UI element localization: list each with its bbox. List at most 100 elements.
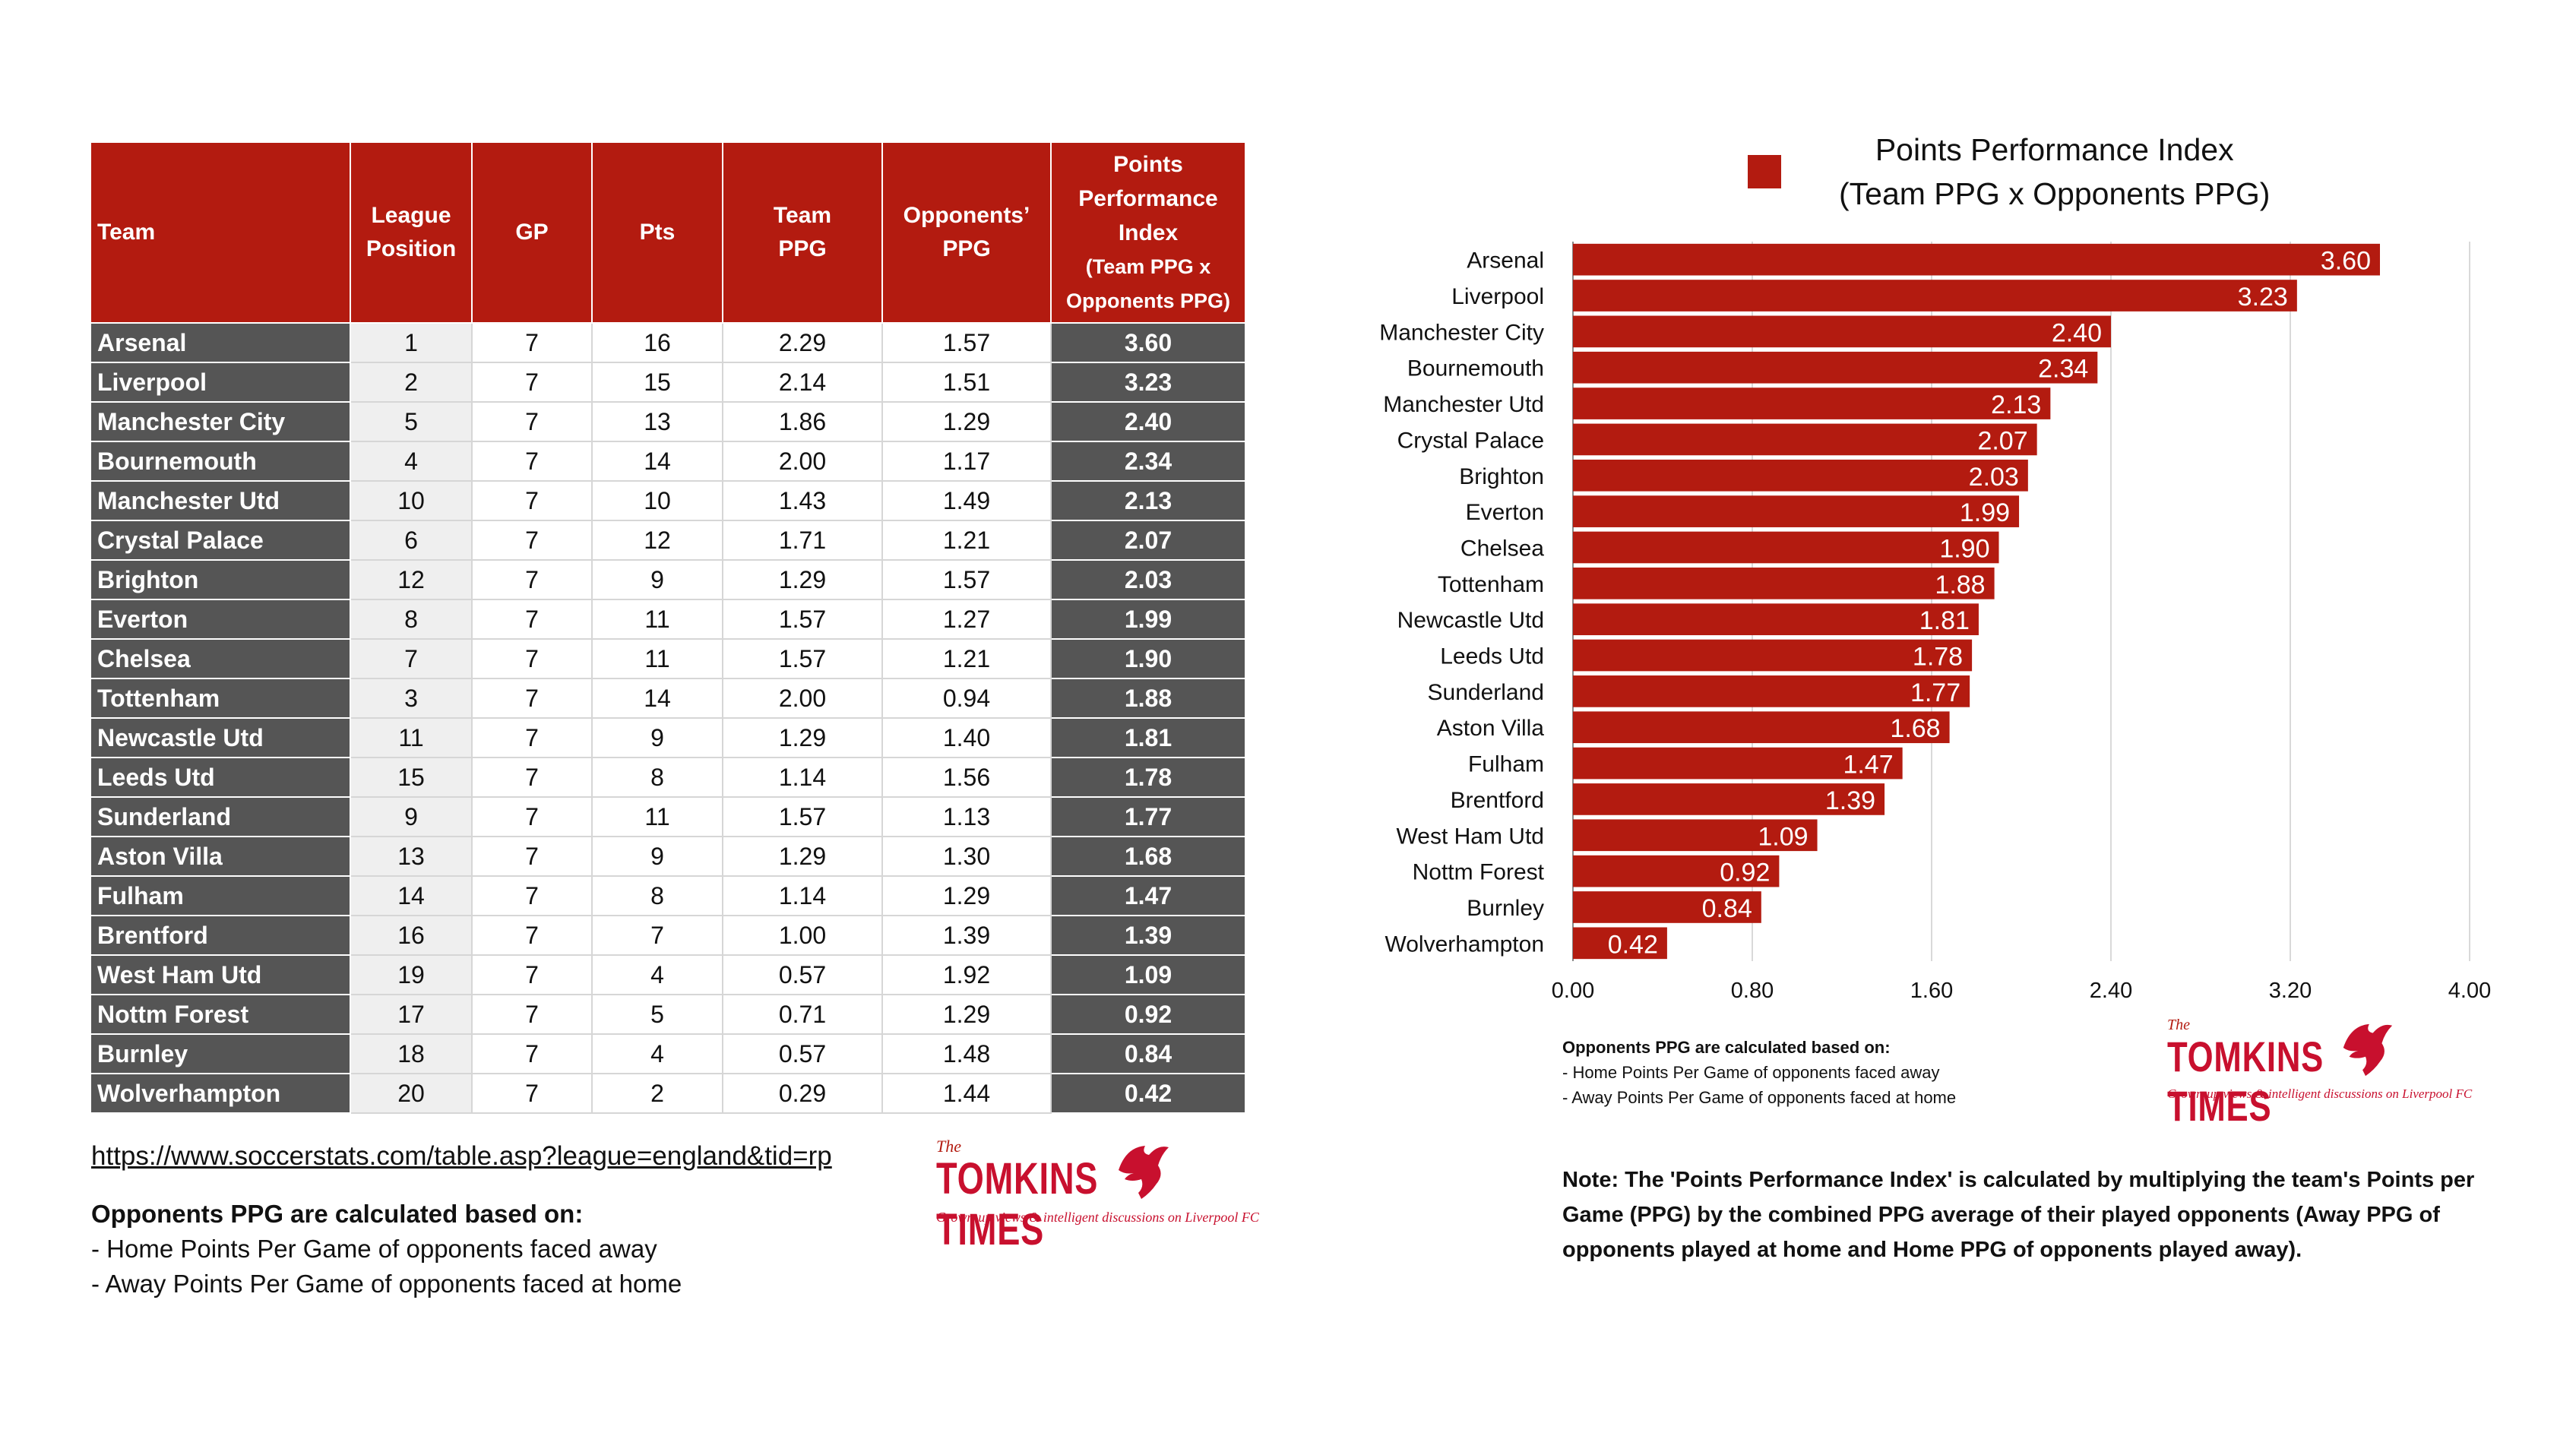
table-row: Manchester Utd 10 7 10 1.43 1.49 2.13: [90, 480, 1246, 521]
liver-bird-icon: [1119, 1146, 1169, 1199]
cell-gp: 7: [471, 875, 593, 916]
cell-pts: 11: [591, 638, 723, 679]
cell-team: Brentford: [90, 915, 351, 956]
cell-team: Sunderland: [90, 796, 351, 837]
cell-pts: 2: [591, 1073, 723, 1114]
category-label: Aston Villa: [1437, 716, 1545, 741]
cell-opponents-ppg: 1.92: [881, 954, 1052, 995]
x-tick-label: 4.00: [2448, 979, 2491, 1003]
cell-league-position: 16: [350, 915, 473, 956]
data-label: 0.92: [1720, 859, 1770, 887]
standings-table: Team League Position GP Pts Team PPG Oppon…: [90, 141, 1246, 1114]
ppi-explanation-note: Note: The 'Points Performance Index' is …: [1562, 1168, 2475, 1262]
cell-team-ppg: 1.86: [722, 401, 883, 442]
category-label: Nottm Forest: [1413, 860, 1545, 885]
cell-gp: 7: [471, 1073, 593, 1114]
bar: [1573, 783, 1885, 815]
cell-ppi: 1.88: [1050, 678, 1246, 719]
cell-opponents-ppg: 1.17: [881, 441, 1052, 482]
cell-league-position: 13: [350, 836, 473, 877]
cell-pts: 16: [591, 322, 723, 363]
header-gp: GP: [471, 141, 593, 324]
cell-team-ppg: 2.00: [722, 678, 883, 719]
category-label: Manchester City: [1379, 320, 1544, 345]
category-label: Sunderland: [1428, 680, 1544, 705]
logo-tagline: Grown-up views & intelligent discussions…: [936, 1210, 1259, 1225]
note-line: - Away Points Per Game of opponents face…: [91, 1270, 682, 1298]
bar: [1573, 675, 1970, 707]
cell-opponents-ppg: 1.21: [881, 520, 1052, 561]
cell-team: Arsenal: [90, 322, 351, 363]
cell-pts: 15: [591, 362, 723, 403]
cell-league-position: 14: [350, 875, 473, 916]
cell-ppi: 1.90: [1050, 638, 1246, 679]
cell-team-ppg: 1.57: [722, 638, 883, 679]
source-link[interactable]: https://www.soccerstats.com/table.asp?le…: [91, 1141, 832, 1171]
cell-pts: 14: [591, 441, 723, 482]
chart-title-line2: (Team PPG x Opponents PPG): [1839, 176, 2271, 211]
category-label: Bournemouth: [1407, 356, 1544, 381]
cell-opponents-ppg: 1.48: [881, 1033, 1052, 1074]
table-row: Sunderland 9 7 11 1.57 1.13 1.77: [90, 796, 1246, 837]
cell-team: Wolverhampton: [90, 1073, 351, 1114]
cell-ppi: 1.77: [1050, 796, 1246, 837]
cell-ppi: 1.47: [1050, 875, 1246, 916]
cell-gp: 7: [471, 757, 593, 798]
category-label: Tottenham: [1438, 572, 1544, 597]
table-row: Burnley 18 7 4 0.57 1.48 0.84: [90, 1033, 1246, 1074]
cell-ppi: 1.99: [1050, 599, 1246, 640]
cell-ppi: 0.92: [1050, 994, 1246, 1035]
data-label: 1.39: [1825, 786, 1875, 815]
bar: [1573, 351, 2098, 384]
cell-ppi: 2.13: [1050, 480, 1246, 521]
cell-team: Aston Villa: [90, 836, 351, 877]
logo-tagline: Grown-up views & intelligent discussions…: [2167, 1086, 2473, 1101]
cell-opponents-ppg: 1.51: [881, 362, 1052, 403]
cell-league-position: 7: [350, 638, 473, 679]
header-pts: Pts: [591, 141, 723, 324]
data-label: 1.88: [1935, 571, 1985, 599]
cell-team: Everton: [90, 599, 351, 640]
category-label: Liverpool: [1451, 284, 1544, 309]
cell-pts: 5: [591, 994, 723, 1035]
bar: [1573, 423, 2037, 456]
x-tick-label: 0.80: [1731, 979, 1774, 1003]
chart-title-line1: Points Performance Index: [1875, 132, 2234, 167]
cell-gp: 7: [471, 796, 593, 837]
cell-gp: 7: [471, 915, 593, 956]
cell-opponents-ppg: 1.29: [881, 994, 1052, 1035]
liver-bird-icon: [2343, 1023, 2393, 1077]
cell-ppi: 1.81: [1050, 717, 1246, 758]
cell-team: Fulham: [90, 875, 351, 916]
data-label: 1.77: [1910, 678, 1960, 707]
cell-league-position: 15: [350, 757, 473, 798]
cell-team-ppg: 1.29: [722, 836, 883, 877]
cell-team-ppg: 0.29: [722, 1073, 883, 1114]
table-row: Brentford 16 7 7 1.00 1.39 1.39: [90, 915, 1246, 956]
bar: [1573, 243, 2380, 276]
category-label: Fulham: [1468, 752, 1544, 777]
category-label: Arsenal: [1467, 248, 1544, 274]
cell-pts: 13: [591, 401, 723, 442]
cell-team-ppg: 0.57: [722, 954, 883, 995]
cell-pts: 11: [591, 796, 723, 837]
note-line: - Home Points Per Game of opponents face…: [1562, 1063, 1940, 1082]
cell-league-position: 4: [350, 441, 473, 482]
cell-ppi: 2.03: [1050, 559, 1246, 600]
table-row: Aston Villa 13 7 9 1.29 1.30 1.68: [90, 836, 1246, 877]
table-header-row: Team League Position GP Pts Team PPG Oppon…: [90, 141, 1246, 324]
table-row: Wolverhampton 20 7 2 0.29 1.44 0.42: [90, 1073, 1246, 1114]
data-label: 2.34: [2038, 355, 2088, 384]
header-ppi: Points Performance Index (Team PPG x Opp…: [1050, 141, 1246, 324]
note-line: - Home Points Per Game of opponents face…: [91, 1235, 657, 1263]
cell-team-ppg: 1.14: [722, 757, 883, 798]
data-label: 1.90: [1939, 534, 1989, 563]
data-label: 1.09: [1758, 822, 1808, 851]
cell-team-ppg: 1.57: [722, 599, 883, 640]
cell-opponents-ppg: 1.27: [881, 599, 1052, 640]
cell-gp: 7: [471, 520, 593, 561]
cell-team: Crystal Palace: [90, 520, 351, 561]
cell-gp: 7: [471, 599, 593, 640]
cell-ppi: 1.09: [1050, 954, 1246, 995]
cell-team: Leeds Utd: [90, 757, 351, 798]
